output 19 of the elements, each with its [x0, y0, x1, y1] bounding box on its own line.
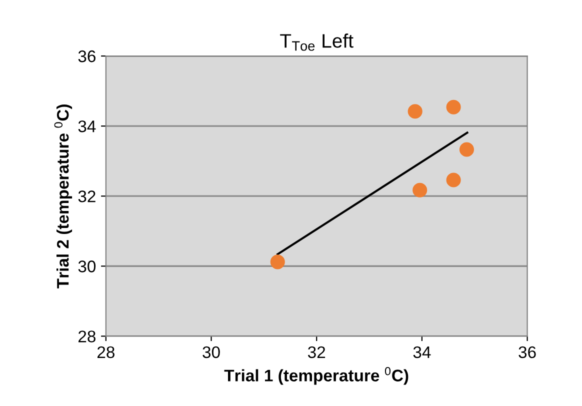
point	[446, 100, 461, 114]
x-axis-title: Trial 1 (temperature $^{0}$C)	[224, 366, 408, 385]
point	[408, 104, 422, 119]
chart-title: T$_{Toe}$ Left	[280, 34, 354, 51]
point	[412, 182, 428, 198]
x-tick-label: 34	[413, 346, 431, 358]
y-tick-label: 28	[78, 330, 96, 342]
y-tick-label: 36	[78, 50, 96, 62]
point	[459, 142, 474, 157]
point	[270, 254, 285, 270]
x-tick-label: 32	[308, 346, 326, 358]
y-tick-label: 32	[78, 190, 96, 202]
x-tick-label: 28	[97, 346, 114, 358]
x-tick-label: 30	[202, 346, 220, 358]
point	[446, 172, 461, 188]
x-tick-label: 36	[518, 346, 536, 358]
y-tick-label: 34	[78, 120, 96, 132]
y-axis-title: Trial 2 (temperature $^{0}$C)	[54, 104, 72, 288]
y-tick-label: 30	[78, 260, 96, 272]
